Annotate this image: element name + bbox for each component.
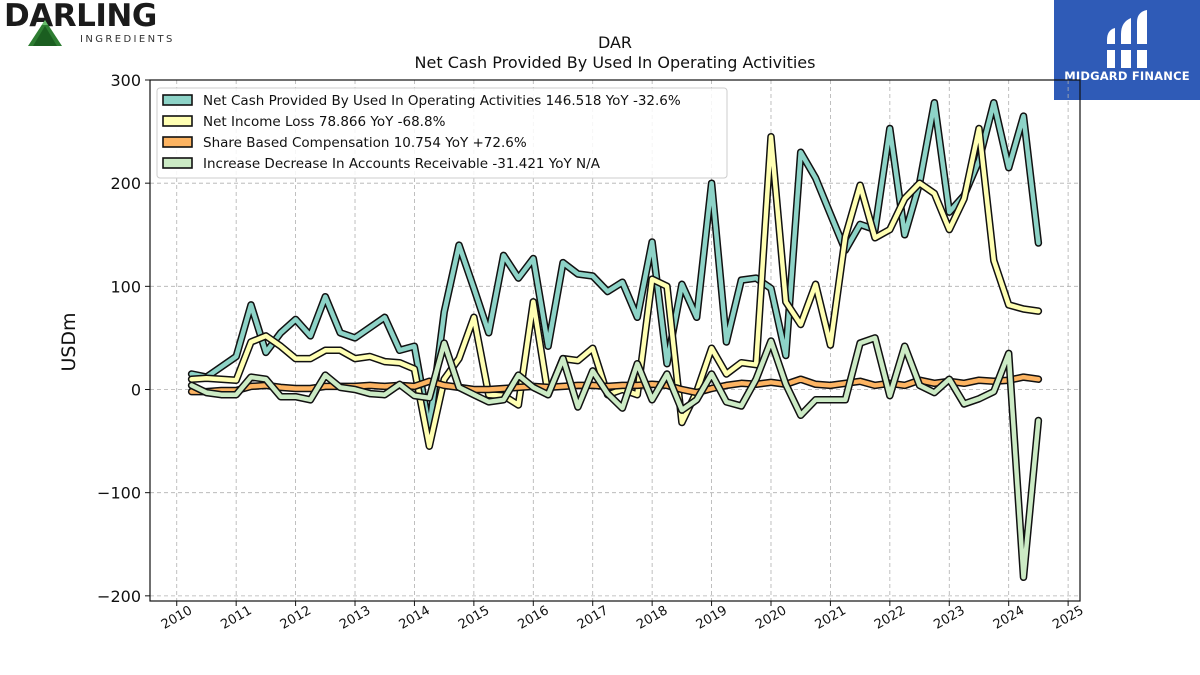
y-tick-label: 200 <box>110 174 141 193</box>
legend-swatch <box>162 115 193 127</box>
y-tick-label: 100 <box>110 277 141 296</box>
legend-label: Increase Decrease In Accounts Receivable… <box>203 156 601 172</box>
x-tick-label: 2012 <box>278 603 314 633</box>
darling-logo: DARLING INGREDIENTS <box>4 0 175 48</box>
x-tick-label: 2011 <box>218 603 254 633</box>
x-tick-label: 2022 <box>872 603 908 633</box>
x-tick-label: 2014 <box>397 603 433 633</box>
darling-logo-triangle-icon <box>28 20 62 46</box>
series-2-line <box>189 374 1041 395</box>
legend-label: Net Income Loss 78.866 YoY -68.8% <box>203 114 446 130</box>
x-tick-label: 2023 <box>931 603 967 633</box>
y-axis-label: USDm <box>58 312 80 371</box>
darling-logo-word: DARLING <box>4 0 157 34</box>
legend-label: Share Based Compensation 10.754 YoY +72.… <box>203 135 527 151</box>
x-tick-label: 2025 <box>1050 603 1086 633</box>
legend-label: Net Cash Provided By Used In Operating A… <box>203 93 681 109</box>
plot-frame <box>149 79 1081 602</box>
y-tick-label: −100 <box>97 484 141 503</box>
x-tick-label: 2024 <box>991 603 1027 633</box>
darling-logo-subtitle: INGREDIENTS <box>80 34 175 45</box>
legend-swatch <box>162 157 193 169</box>
x-tick-label: 2018 <box>634 603 670 633</box>
legend-box <box>156 87 728 179</box>
legend-swatch <box>162 136 193 148</box>
x-tick-label: 2021 <box>813 603 849 633</box>
y-tick-label: 0 <box>131 381 141 400</box>
x-tick-label: 2013 <box>337 603 373 633</box>
series-0-line <box>189 100 1041 431</box>
y-tick-label: −200 <box>97 587 141 606</box>
x-tick-label: 2015 <box>456 603 492 633</box>
midgard-finance-text: MIDGARD FINANCE <box>1064 69 1190 83</box>
series-3-line <box>189 335 1041 580</box>
series-1-line <box>189 126 1041 449</box>
x-tick-label: 2010 <box>159 603 195 633</box>
x-tick-label: 2016 <box>515 603 551 633</box>
x-tick-label: 2020 <box>753 603 789 633</box>
y-tick-label: 300 <box>110 71 141 90</box>
series-3-outline <box>187 334 1043 582</box>
x-tick-label: 2019 <box>694 603 730 633</box>
midgard-mark-icon <box>1103 10 1151 68</box>
legend-swatch <box>162 94 193 106</box>
chart-subtitle: Net Cash Provided By Used In Operating A… <box>415 53 816 72</box>
midgard-finance-logo: MIDGARD FINANCE <box>1054 0 1200 100</box>
series-lines <box>187 98 1043 582</box>
chart-title: DAR <box>598 33 632 52</box>
legend: Net Cash Provided By Used In Operating A… <box>156 87 728 179</box>
x-tick-label: 2017 <box>575 603 611 633</box>
